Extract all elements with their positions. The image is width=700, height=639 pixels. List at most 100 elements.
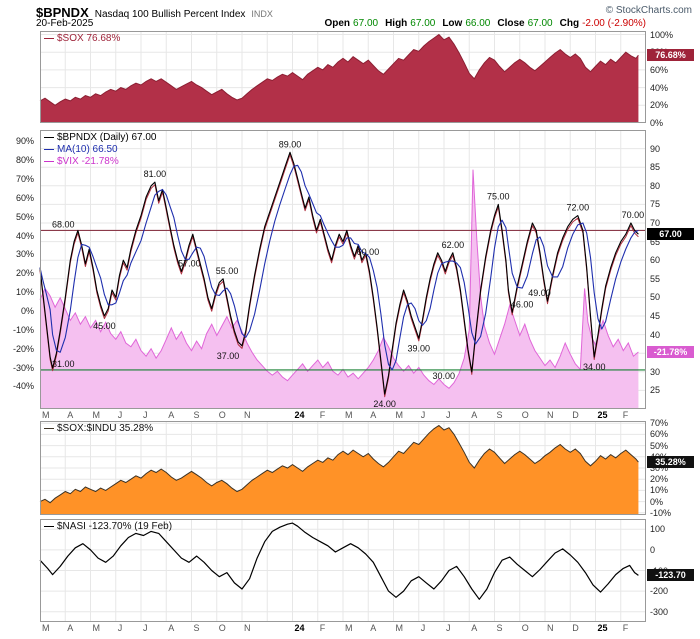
y-axis-tick: 60% bbox=[650, 429, 669, 440]
y-axis-tick: 40% bbox=[650, 82, 669, 93]
x-axis-label: A bbox=[67, 410, 74, 420]
y-axis-tick: 0% bbox=[650, 118, 664, 128]
x-axis-label: M bbox=[42, 623, 50, 633]
x-axis-label: S bbox=[496, 623, 503, 633]
y-axis-tick: 60% bbox=[15, 192, 34, 203]
x-axis-label: A bbox=[168, 623, 175, 633]
y-axis-tick: -200 bbox=[650, 586, 669, 597]
svg-text:62.00: 62.00 bbox=[442, 240, 465, 250]
y-axis-tick: 30% bbox=[15, 249, 34, 260]
open-value: 67.00 bbox=[353, 18, 379, 29]
nasi-legend-text: $NASI -123.70% (19 Feb) bbox=[57, 521, 173, 532]
nasi-panel-legend: — $NASI -123.70% (19 Feb) bbox=[44, 521, 172, 532]
line-swatch-icon: — bbox=[44, 132, 54, 143]
y-axis-tick: 0% bbox=[650, 496, 664, 507]
x-axis-label: J bbox=[143, 623, 148, 633]
line-swatch-icon: — bbox=[44, 33, 54, 44]
x-axis-label: O bbox=[521, 623, 529, 633]
chg-value: -2.00 (-2.90%) bbox=[582, 18, 646, 29]
x-axis-label: J bbox=[117, 410, 123, 420]
ticker-symbol: $BPNDX bbox=[36, 5, 89, 20]
y-axis-tick: 90 bbox=[650, 143, 661, 154]
vix-legend-text: $VIX -21.78% bbox=[57, 156, 119, 167]
sox-last-value-badge: 76.68% bbox=[647, 49, 694, 62]
chart-date: 20-Feb-2025 bbox=[36, 18, 94, 29]
x-axis-label: N bbox=[244, 410, 251, 420]
y-axis-tick: 80% bbox=[15, 155, 34, 166]
close-label: Close bbox=[497, 18, 525, 29]
y-axis-tick: 50% bbox=[15, 211, 34, 222]
x-axis-label: A bbox=[168, 410, 175, 420]
x-axis-label: S bbox=[193, 410, 200, 420]
y-axis-tick: 60% bbox=[650, 64, 669, 75]
y-axis-tick: 40% bbox=[15, 230, 34, 241]
ohlc-quote: Open 67.00 High 67.00 Low 66.00 Close 67.00 Chg -… bbox=[324, 18, 646, 29]
svg-text:37.00: 37.00 bbox=[217, 351, 240, 361]
header: $BPNDX Nasdaq 100 Bullish Percent Index IN… bbox=[36, 4, 273, 22]
x-axis-label: 25 bbox=[597, 410, 608, 420]
x-axis-label: M bbox=[92, 623, 101, 633]
x-axis-label: J bbox=[420, 410, 426, 420]
y-axis-tick: 10% bbox=[650, 485, 669, 496]
svg-text:45.00: 45.00 bbox=[93, 321, 116, 331]
line-swatch-icon: — bbox=[44, 144, 54, 155]
ma10-legend-text: MA(10) 66.50 bbox=[57, 144, 118, 155]
ratio-panel-plot bbox=[39, 421, 646, 515]
ticker-name: Nasdaq 100 Bullish Percent Index bbox=[94, 9, 246, 20]
y-axis-tick: -300 bbox=[650, 606, 669, 617]
x-axis-label: J bbox=[446, 623, 451, 633]
y-axis-tick: -30% bbox=[12, 362, 34, 373]
ratio-legend-text: $SOX:$INDU 35.28% bbox=[57, 423, 154, 434]
x-axis-label: N bbox=[244, 623, 251, 633]
y-axis-tick: 60 bbox=[650, 255, 661, 266]
x-axis-label: A bbox=[370, 410, 377, 420]
x-axis-label: S bbox=[496, 410, 503, 420]
x-axis-label: F bbox=[622, 410, 629, 420]
svg-text:34.00: 34.00 bbox=[583, 362, 606, 372]
high-label: High bbox=[385, 18, 408, 29]
y-axis-tick: 55 bbox=[650, 273, 661, 284]
exchange-label: INDX bbox=[251, 9, 273, 19]
x-axis-label: A bbox=[471, 623, 478, 633]
x-axis-label: 24 bbox=[294, 410, 305, 420]
x-axis-label: A bbox=[471, 410, 478, 420]
x-axis-label: F bbox=[319, 623, 326, 633]
x-axis-label: D bbox=[572, 623, 579, 633]
vix-last-value-badge: -21.78% bbox=[647, 346, 694, 359]
sox-panel-legend: — $SOX 76.68% bbox=[44, 33, 120, 44]
y-axis-tick: 80 bbox=[650, 180, 661, 191]
y-axis-tick: -10% bbox=[12, 324, 34, 335]
vix-legend: — $VIX -21.78% bbox=[44, 156, 119, 167]
ma10-legend: — MA(10) 66.50 bbox=[44, 144, 118, 155]
svg-text:81.00: 81.00 bbox=[144, 169, 167, 179]
line-swatch-icon: — bbox=[44, 423, 54, 434]
svg-text:24.00: 24.00 bbox=[373, 399, 396, 409]
nasi-last-value-badge: -123.70 bbox=[647, 569, 694, 582]
y-axis-tick: 50 bbox=[650, 292, 661, 303]
y-axis-tick: 45 bbox=[650, 311, 661, 321]
svg-text:46.00: 46.00 bbox=[511, 299, 534, 309]
x-axis-label: M bbox=[345, 623, 353, 633]
sox-panel-plot bbox=[39, 31, 646, 123]
x-axis-label: O bbox=[218, 623, 226, 633]
line-swatch-icon: — bbox=[44, 156, 54, 167]
x-axis-label: J bbox=[117, 623, 123, 633]
x-axis-label: F bbox=[319, 410, 326, 420]
x-axis-label: 25 bbox=[597, 623, 608, 633]
svg-text:68.00: 68.00 bbox=[52, 219, 75, 229]
x-axis-label: F bbox=[622, 623, 629, 633]
y-axis-tick: 20% bbox=[650, 474, 669, 485]
x-axis-label: M bbox=[42, 410, 50, 420]
y-axis-tick: -40% bbox=[12, 381, 34, 392]
x-axis-label: S bbox=[193, 623, 200, 633]
ratio-last-value-badge: 35.28% bbox=[647, 456, 694, 469]
svg-text:39.00: 39.00 bbox=[407, 343, 430, 353]
sox-legend-text: $SOX 76.68% bbox=[57, 33, 121, 44]
x-axis-label: M bbox=[395, 410, 404, 420]
x-axis-label: A bbox=[370, 623, 377, 633]
low-label: Low bbox=[442, 18, 463, 29]
open-label: Open bbox=[324, 18, 351, 29]
x-axis-label: M bbox=[395, 623, 404, 633]
x-axis-label: J bbox=[143, 410, 148, 420]
